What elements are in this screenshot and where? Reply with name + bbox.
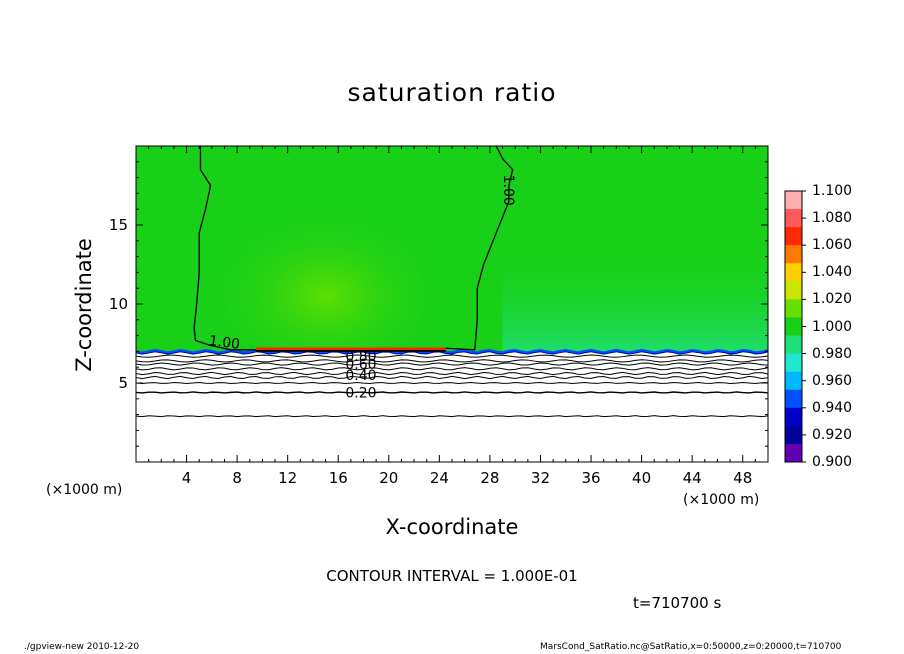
colorbar-swatch [785,425,802,445]
y-tick-label: 5 [118,374,128,392]
subsaturated-region [502,248,768,352]
chart-title: saturation ratio [347,78,557,107]
x-axis-label: X-coordinate [385,515,519,539]
colorbar-swatch [785,281,802,300]
colorbar-swatch [785,227,802,246]
x-tick-label: 12 [278,469,298,487]
surface-red-band [256,347,446,351]
colorbar-swatch [785,335,802,355]
contour-line [136,362,768,366]
contour-line [136,375,768,380]
x-tick-label: 16 [328,469,348,487]
contour-line [136,381,768,385]
colorbar-label: 1.080 [812,210,853,227]
contour-label: 1.00 [500,175,516,206]
time-label: t=710700 s [633,594,722,612]
x-tick-label: 8 [232,469,242,487]
contour-1-00-right [445,146,514,351]
surface-dark-band [136,351,768,355]
colorbar [784,190,806,463]
surface-blue-band [136,348,768,354]
colorbar-label: 1.000 [812,318,853,335]
colorbar-label: 1.040 [812,264,853,281]
y-tick-label: 10 [108,295,128,313]
x-tick-label: 20 [379,469,399,487]
contour-line [136,415,768,418]
colorbar-label: 1.100 [812,183,853,199]
contour-label: 1.00 [208,333,241,353]
colorbar-label: 0.920 [812,426,853,443]
contour-1-00-left [193,146,257,351]
colorbar-swatch [785,263,802,282]
contour-line [136,391,768,394]
colorbar-swatch [785,209,802,228]
x-tick-label: 4 [181,469,192,487]
contour-label: 0.40 [345,368,376,384]
colorbar-swatch [785,317,802,337]
colorbar-swatch [785,353,802,373]
x-tick-label: 40 [632,469,652,487]
colorbar-label: 0.960 [812,372,853,389]
contour-interval-label: CONTOUR INTERVAL = 1.000E-01 [326,567,578,585]
colorbar-swatch [785,443,802,463]
contour-lines [136,146,768,418]
contour-line [136,367,768,371]
contour-labels: 1.00 1.00 0.800.600.400.20 [208,175,516,402]
axis-ticks [136,146,768,462]
colorbar-swatch [785,389,802,409]
colorbar-swatch [785,371,802,391]
x-tick-label: 24 [429,469,449,487]
x-tick-label: 36 [581,469,601,487]
contour-line [136,354,768,358]
footer-left-text: ./gpview-new 2010-12-20 [24,642,140,652]
colorbar-swatch [785,407,802,427]
x-unit-label-left: (×1000 m) [46,482,123,498]
colorbar-swatch [785,191,802,210]
contour-label: 0.60 [345,357,376,373]
colorbar-swatch [785,299,802,318]
colorbar-label: 1.060 [812,237,853,254]
field-background [136,146,768,462]
contour-label: 0.80 [345,349,376,365]
x-tick-label: 28 [480,469,500,487]
surface-black-band [256,349,446,352]
colorbar-label: 0.900 [812,454,853,470]
contour-label: 0.20 [345,385,376,401]
x-tick-label: 44 [682,469,702,487]
y-tick-label: 15 [108,216,128,234]
colorbar-swatch [785,245,802,264]
x-tick-label: 48 [733,469,753,487]
colorbar-label: 0.940 [812,399,853,416]
footer-right-text: MarsCond_SatRatio.nc@SatRatio,x=0:50000,… [540,642,842,652]
contour-line [136,371,768,376]
colorbar-label: 0.980 [812,345,853,362]
contour-line [136,359,768,363]
x-unit-label-right: (×1000 m) [683,492,760,508]
colorbar-label: 1.020 [812,291,853,308]
x-tick-label: 32 [530,469,551,487]
